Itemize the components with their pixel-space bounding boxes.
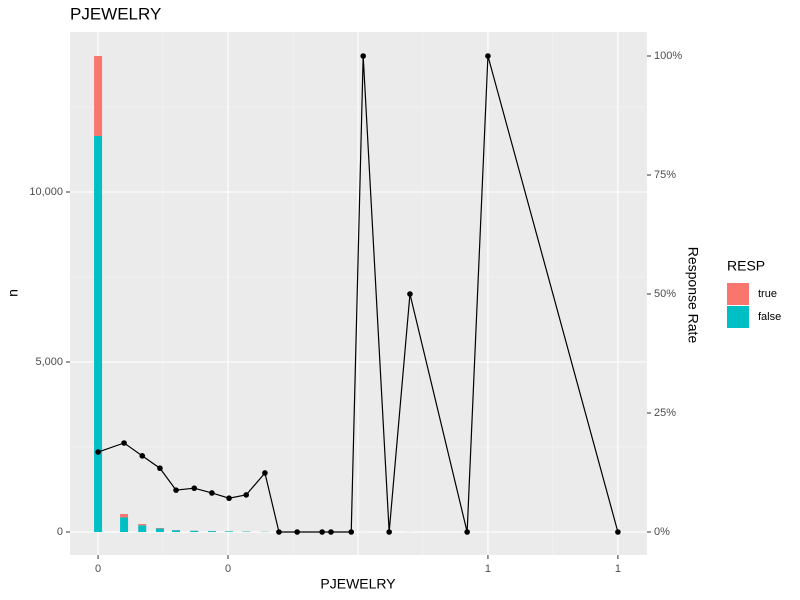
bar bbox=[120, 517, 129, 533]
rate-point bbox=[464, 529, 470, 535]
rate-point bbox=[262, 470, 268, 476]
rate-point bbox=[294, 529, 300, 535]
bar bbox=[94, 56, 103, 137]
y2-tick-label: 25% bbox=[654, 407, 676, 419]
y-tick-label: 10,000 bbox=[29, 186, 63, 198]
bar bbox=[207, 531, 216, 533]
y-axis-label: n bbox=[5, 289, 21, 297]
rate-point bbox=[95, 449, 101, 455]
x-tick-label: 1 bbox=[615, 563, 621, 575]
rate-point bbox=[139, 453, 146, 459]
bar bbox=[155, 528, 164, 529]
bar bbox=[138, 524, 147, 526]
legend-key bbox=[727, 283, 749, 305]
bar bbox=[155, 528, 164, 533]
bar bbox=[172, 530, 181, 533]
rate-point bbox=[191, 485, 198, 492]
y2-tick-label: 50% bbox=[654, 288, 676, 300]
y2-axis-label: Response Rate bbox=[685, 247, 701, 344]
y2-tick-label: 0% bbox=[654, 526, 670, 538]
bar bbox=[94, 136, 103, 533]
rate-point bbox=[209, 490, 215, 496]
bar bbox=[120, 514, 129, 518]
bar bbox=[225, 531, 234, 533]
rate-point bbox=[485, 53, 491, 59]
bar bbox=[138, 525, 147, 533]
rate-point bbox=[319, 529, 325, 535]
x-tick-label: 1 bbox=[485, 563, 491, 575]
legend-key bbox=[727, 306, 749, 328]
rate-point bbox=[276, 529, 282, 535]
rate-point bbox=[407, 291, 413, 297]
y-tick-label: 0 bbox=[57, 526, 63, 538]
rate-point bbox=[615, 529, 621, 535]
rate-point bbox=[386, 529, 392, 535]
rate-point bbox=[348, 529, 355, 535]
y2-tick-label: 100% bbox=[654, 50, 682, 62]
rate-point bbox=[243, 492, 250, 498]
rate-point bbox=[360, 53, 366, 59]
rate-point bbox=[121, 440, 127, 446]
legend-label: false bbox=[758, 311, 781, 323]
legend-label: true bbox=[758, 288, 777, 300]
y-tick-label: 5,000 bbox=[35, 356, 63, 368]
x-axis-label: PJEWELRY bbox=[320, 576, 396, 592]
rate-point bbox=[226, 495, 232, 502]
x-tick-label: 0 bbox=[95, 563, 101, 575]
y2-tick-label: 75% bbox=[654, 169, 676, 181]
x-tick-label: 0 bbox=[225, 563, 231, 575]
rate-point bbox=[173, 487, 179, 493]
bar bbox=[190, 530, 199, 533]
legend-title: RESP bbox=[727, 258, 765, 274]
rate-point bbox=[157, 465, 163, 472]
chart-title: PJEWELRY bbox=[70, 4, 161, 23]
rate-point bbox=[328, 529, 334, 535]
